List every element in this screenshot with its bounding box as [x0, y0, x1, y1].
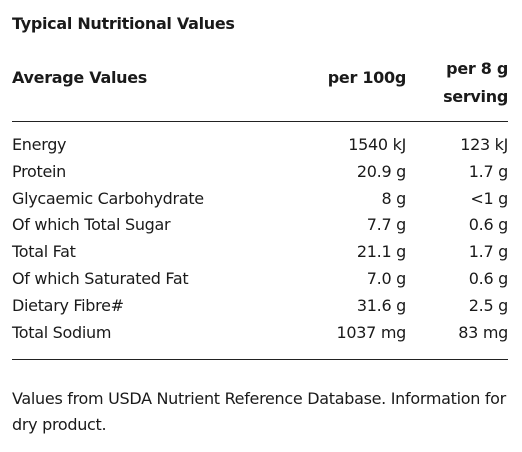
row-per-serving: 123 kJ [460, 135, 508, 154]
row-per-serving: 1.7 g [468, 161, 509, 181]
row-per-serving: 1.7 g [468, 242, 509, 262]
table-row: Energy 1540 kJ 123 kJ [12, 133, 508, 160]
header-divider [12, 121, 508, 122]
header-label: Average Values [12, 68, 148, 87]
row-label: Glycaemic Carbohydrate [12, 188, 204, 208]
table-row: Total Sodium 1037 mg 83 mg [12, 321, 508, 348]
row-label: Protein [12, 161, 66, 181]
row-label: Energy [12, 135, 67, 154]
table-row: Dietary Fibre# 31.6 g 2.5 g [12, 294, 508, 321]
row-per-100g: 7.7 g [366, 215, 407, 235]
nutrition-rows: Energy 1540 kJ 123 kJ Protein 20.9 g 1.7… [12, 133, 508, 347]
row-label: Of which Saturated Fat [12, 268, 189, 288]
row-label: Dietary Fibre# [12, 295, 124, 315]
table-row: Protein 20.9 g 1.7 g [12, 160, 508, 187]
row-per-100g: 20.9 g [356, 161, 406, 181]
table-row: Total Fat 21.1 g 1.7 g [12, 240, 508, 267]
row-per-100g: 31.6 g [356, 295, 406, 315]
row-per-100g: 7.0 g [366, 268, 407, 288]
table-row: Glycaemic Carbohydrate 8 g <1 g [12, 187, 508, 214]
row-per-serving: 2.5 g [468, 295, 509, 315]
header-per-serving: per 8 g serving [443, 59, 508, 106]
row-label: Total Sodium [12, 322, 112, 342]
table-row: Of which Total Sugar 7.7 g 0.6 g [12, 213, 508, 240]
row-per-100g: 1540 kJ [348, 135, 406, 154]
footer-divider [12, 359, 508, 360]
row-label: Total Fat [12, 242, 76, 262]
row-per-serving: 83 mg [458, 322, 508, 342]
row-per-serving: 0.6 g [468, 215, 509, 235]
row-label: Of which Total Sugar [12, 215, 171, 235]
row-per-100g: 8 g [381, 188, 406, 208]
row-per-100g: 21.1 g [356, 242, 406, 262]
table-title: Typical Nutritional Values [12, 14, 235, 33]
row-per-100g: 1037 mg [336, 322, 407, 342]
table-row: Of which Saturated Fat 7.0 g 0.6 g [12, 267, 508, 294]
footnote: Values from USDA Nutrient Reference Data… [12, 389, 506, 434]
row-per-serving: 0.6 g [468, 268, 509, 288]
header-per-100g: per 100g [327, 68, 407, 87]
row-per-serving: <1 g [470, 188, 508, 208]
